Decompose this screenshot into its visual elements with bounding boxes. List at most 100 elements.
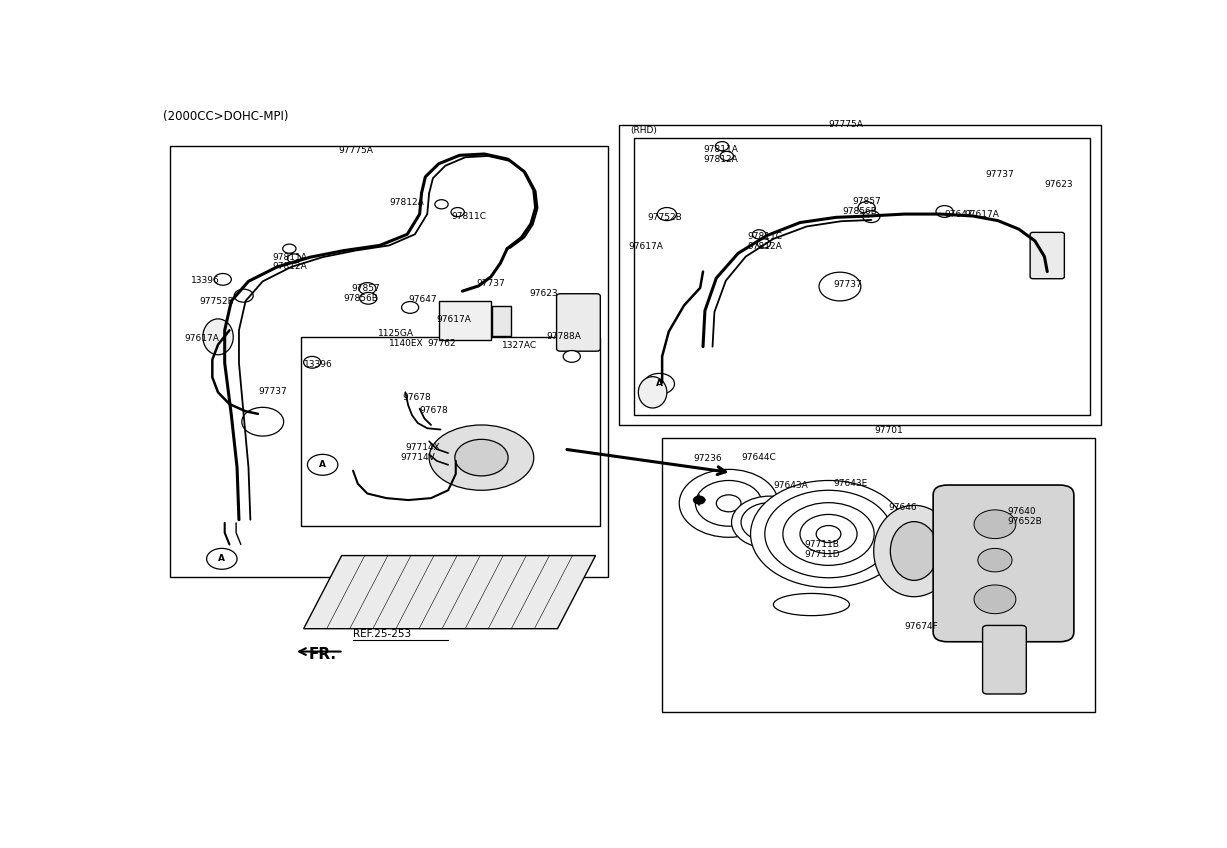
- Circle shape: [858, 202, 875, 214]
- Text: 97737: 97737: [476, 279, 506, 287]
- Bar: [301, 337, 600, 526]
- Text: 97617A: 97617A: [185, 333, 220, 343]
- Text: A: A: [319, 460, 326, 469]
- Text: 1140EX: 1140EX: [389, 339, 423, 348]
- Circle shape: [242, 407, 283, 436]
- Circle shape: [783, 503, 874, 566]
- Text: 97674F: 97674F: [904, 622, 939, 631]
- Circle shape: [434, 199, 448, 209]
- Circle shape: [358, 282, 375, 294]
- Text: 97775A: 97775A: [828, 120, 864, 129]
- FancyBboxPatch shape: [557, 293, 600, 351]
- Text: 97623: 97623: [1044, 180, 1074, 189]
- Text: 97678: 97678: [420, 406, 448, 416]
- Text: 97678: 97678: [402, 393, 431, 402]
- Text: 97737: 97737: [258, 388, 287, 396]
- Circle shape: [234, 289, 253, 302]
- Circle shape: [751, 481, 907, 588]
- Circle shape: [936, 205, 953, 217]
- Text: 97714X: 97714X: [405, 443, 440, 452]
- Text: 97857: 97857: [351, 284, 380, 293]
- Text: 97811A: 97811A: [703, 145, 737, 154]
- Circle shape: [800, 515, 856, 554]
- Text: 97652B: 97652B: [1007, 517, 1042, 526]
- Text: 97812A: 97812A: [747, 243, 783, 251]
- Circle shape: [757, 239, 771, 248]
- Text: 97811C: 97811C: [747, 232, 783, 242]
- Circle shape: [303, 356, 320, 368]
- Ellipse shape: [773, 594, 849, 616]
- Text: 97775A: 97775A: [339, 146, 374, 155]
- Circle shape: [206, 549, 237, 569]
- Ellipse shape: [202, 319, 233, 354]
- Text: 97752B: 97752B: [199, 297, 234, 306]
- Bar: [633, 137, 1090, 416]
- Circle shape: [818, 272, 861, 301]
- Circle shape: [455, 439, 508, 476]
- Text: FR.: FR.: [308, 647, 336, 662]
- Circle shape: [693, 496, 704, 504]
- Circle shape: [308, 455, 337, 475]
- Text: 1327AC: 1327AC: [502, 341, 537, 350]
- Text: 97714V: 97714V: [400, 453, 436, 462]
- Bar: [171, 146, 607, 577]
- Circle shape: [215, 274, 232, 285]
- Text: (RHD): (RHD): [631, 126, 658, 135]
- Ellipse shape: [638, 377, 667, 408]
- Text: (2000CC>DOHC-MPI): (2000CC>DOHC-MPI): [163, 110, 288, 123]
- Circle shape: [360, 293, 377, 304]
- Circle shape: [863, 211, 880, 222]
- Circle shape: [644, 373, 675, 394]
- Circle shape: [764, 490, 892, 577]
- Text: 97643A: 97643A: [773, 481, 809, 490]
- Circle shape: [974, 510, 1016, 538]
- Text: 97623: 97623: [529, 288, 557, 298]
- Text: 97762: 97762: [427, 339, 456, 348]
- Text: 97856B: 97856B: [344, 294, 378, 304]
- Text: 97617A: 97617A: [628, 243, 664, 251]
- Circle shape: [974, 585, 1016, 614]
- Bar: [439, 301, 491, 340]
- Text: 97640: 97640: [1007, 507, 1036, 516]
- Text: 97644C: 97644C: [741, 453, 775, 462]
- Text: REF.25-253: REF.25-253: [353, 629, 411, 639]
- Text: A: A: [655, 379, 663, 388]
- Text: 97811A: 97811A: [272, 253, 307, 262]
- Text: 97711D: 97711D: [805, 550, 840, 559]
- Circle shape: [287, 254, 301, 263]
- Polygon shape: [303, 555, 595, 628]
- Circle shape: [816, 526, 840, 543]
- Circle shape: [752, 230, 766, 239]
- Text: 1125GA: 1125GA: [378, 329, 413, 338]
- Circle shape: [452, 208, 464, 217]
- Text: 97617A: 97617A: [437, 315, 471, 324]
- Text: 97701: 97701: [874, 426, 903, 435]
- Text: 97647: 97647: [409, 295, 437, 304]
- Circle shape: [731, 496, 807, 549]
- Text: 97711B: 97711B: [805, 540, 839, 549]
- FancyBboxPatch shape: [933, 485, 1074, 642]
- Bar: [492, 306, 510, 336]
- Circle shape: [715, 142, 729, 151]
- FancyBboxPatch shape: [1031, 232, 1064, 279]
- FancyBboxPatch shape: [983, 626, 1026, 694]
- Text: 97617A: 97617A: [964, 209, 999, 219]
- Text: 13396: 13396: [191, 276, 220, 285]
- Text: A: A: [218, 555, 226, 563]
- Text: 97737: 97737: [985, 170, 1015, 180]
- Text: 97812A: 97812A: [389, 198, 425, 208]
- Circle shape: [720, 152, 734, 160]
- Bar: [663, 438, 1094, 712]
- Text: 97812A: 97812A: [703, 154, 737, 164]
- Text: 97857: 97857: [853, 197, 881, 205]
- Circle shape: [282, 244, 296, 254]
- Text: 13396: 13396: [303, 360, 333, 369]
- Circle shape: [680, 470, 778, 538]
- Text: 97737: 97737: [833, 280, 863, 289]
- Circle shape: [401, 302, 418, 313]
- Text: 97811C: 97811C: [452, 211, 486, 220]
- Text: 97643E: 97643E: [833, 479, 867, 488]
- Text: 97856B: 97856B: [843, 207, 877, 216]
- Text: 97646: 97646: [888, 504, 917, 512]
- Circle shape: [717, 495, 741, 512]
